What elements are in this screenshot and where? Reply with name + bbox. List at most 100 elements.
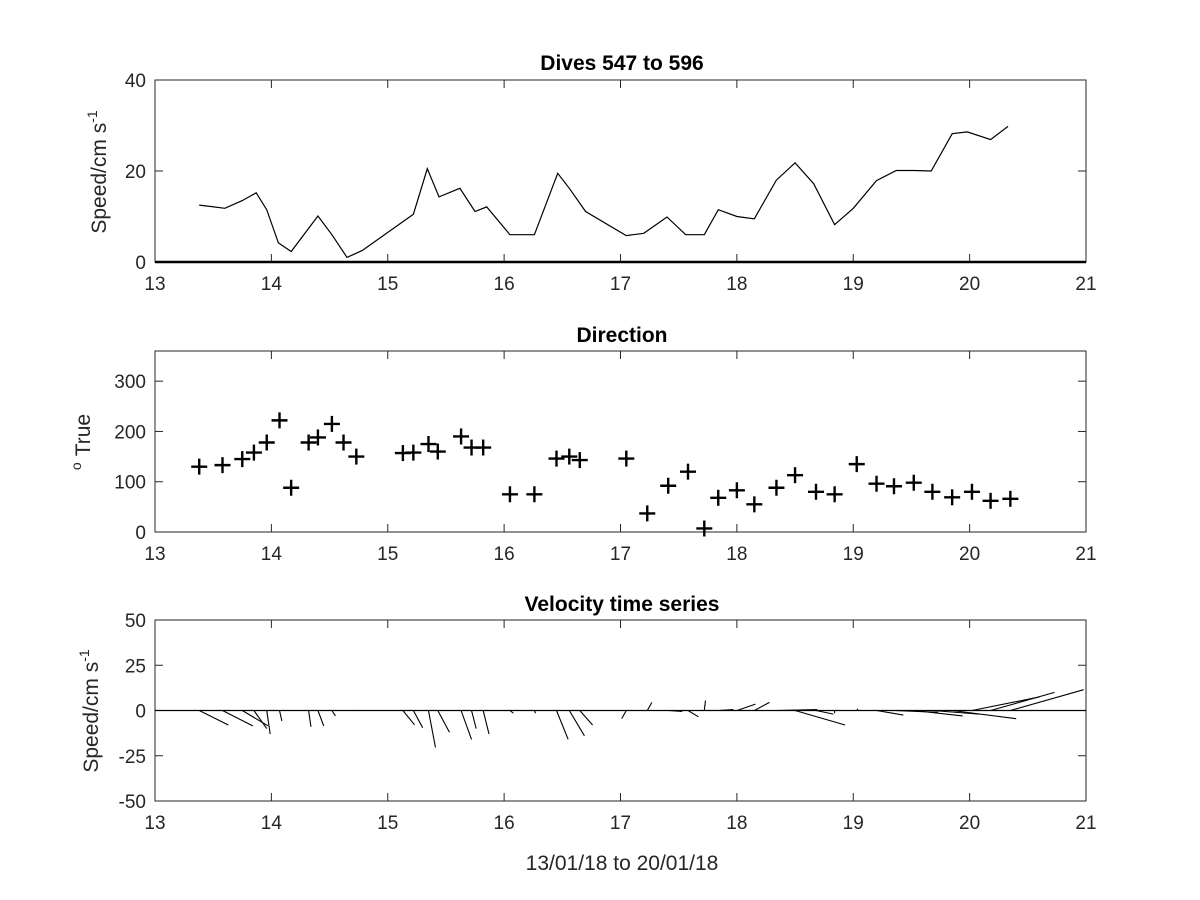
velocity-velocity-stick [317,710,325,727]
velocity-velocity-stick [1010,689,1084,712]
direction-y-tick-label: 200 [114,422,146,443]
direction-data-point [885,478,902,495]
velocity-velocity-stick [555,710,569,740]
direction-data-point [660,477,677,494]
direction-x-tick-label: 15 [377,544,398,565]
direction-data-point [453,428,470,445]
speed-x-tick-label: 15 [377,274,398,295]
direction-data-point [420,436,437,453]
velocity-velocity-stick [308,710,312,727]
velocity-x-tick-label: 21 [1075,813,1096,834]
direction-data-point [826,486,843,503]
speed-x-tick-label: 21 [1075,274,1096,295]
direction-axes: Direction 13 14 15 16 17 18 19 20 21 0 100 200 300 o… [68,324,1097,565]
velocity-velocity-stick [776,709,818,712]
direction-x-tick-label: 19 [843,544,864,565]
velocity-velocity-stick [703,700,707,711]
speed-chart-title: Dives 547 to 596 [540,52,703,75]
direction-data-point [300,434,317,451]
x-axis-label: 13/01/18 to 20/01/18 [526,852,719,875]
direction-x-tick-label: 20 [959,544,980,565]
speed-plot-area: 13 14 15 16 17 18 19 20 21 0 20 40 [125,71,1097,295]
velocity-x-tick-label: 14 [261,813,283,834]
velocity-velocity-stick [266,710,271,735]
velocity-x-tick-label: 18 [726,813,747,834]
velocity-velocity-stick [718,709,734,712]
direction-data-point [283,479,300,496]
speed-y-axis-label-superscript: -1 [84,110,100,123]
speed-x-tick-label: 16 [494,274,515,295]
direction-data-point [561,448,578,465]
direction-data-point [323,415,340,432]
direction-data-point [696,520,713,537]
velocity-velocity-stick [222,710,254,727]
velocity-velocity-stick [736,703,756,712]
velocity-velocity-stick [668,709,683,712]
direction-data-point [787,467,804,484]
direction-x-tick-label: 16 [494,544,515,565]
direction-data-point [501,486,518,503]
direction-x-tick-label: 17 [610,544,631,565]
direction-y-tick-label: 300 [114,372,146,393]
velocity-velocity-stick [568,710,585,737]
direction-data-point [1002,490,1019,507]
velocity-velocity-stick [278,710,283,722]
speed-y-tick-label: 0 [135,253,146,274]
velocity-velocity-stick [460,710,473,740]
velocity-velocity-stick [331,710,336,717]
velocity-axes: Velocity time series 13 14 15 16 17 18 19 20 21 -… [76,593,1097,875]
direction-data-point [944,489,961,506]
speed-x-tick-label: 14 [261,274,283,295]
direction-data-point [234,451,251,468]
speed-x-tick-label: 13 [144,274,165,295]
direction-data-point [905,474,922,491]
direction-y-axis-label-text: True [72,414,95,456]
direction-data-point [548,450,565,467]
direction-data-point [848,456,865,473]
direction-data-point [335,434,352,451]
velocity-y-tick-label: 25 [125,656,146,677]
direction-y-axis-label-superscript: o [68,462,84,470]
direction-x-tick-label: 21 [1075,544,1096,565]
direction-x-tick-label: 18 [726,544,747,565]
velocity-y-tick-label: -25 [119,747,146,768]
velocity-velocity-stick [198,710,229,726]
velocity-velocity-stick [754,701,770,711]
speed-x-tick-label: 19 [843,274,864,295]
direction-data-point [728,482,745,499]
velocity-velocity-stick [471,710,477,729]
speed-y-tick-label: 20 [125,162,146,183]
velocity-velocity-stick [621,710,627,719]
velocity-chart-title: Velocity time series [525,593,720,616]
direction-data-point [405,444,422,461]
direction-data-point [429,443,446,460]
direction-data-point [245,444,262,461]
velocity-x-tick-label: 15 [377,813,398,834]
velocity-velocity-stick [402,710,415,726]
velocity-x-tick-label: 13 [144,813,165,834]
velocity-x-tick-label: 16 [494,813,515,834]
direction-data-point [191,458,208,475]
direction-data-point [768,479,785,496]
velocity-x-tick-label: 20 [959,813,980,834]
velocity-velocity-stick [482,710,490,735]
direction-data-point [639,505,656,522]
velocity-velocity-stick [533,710,537,714]
velocity-y-axis-label-text: Speed/cm s [80,662,103,773]
speed-series-line [199,125,1009,259]
velocity-velocity-stick [437,710,450,733]
direction-data-point [526,486,543,503]
direction-y-tick-label: 100 [114,473,146,494]
velocity-x-tick-label: 17 [610,813,631,834]
velocity-y-axis-label-superscript: -1 [76,649,92,662]
speed-x-tick-label: 20 [959,274,980,295]
velocity-plot-area: 13 14 15 16 17 18 19 20 21 -50 -25 0 25 50 [119,611,1097,834]
velocity-velocity-stick [913,709,963,717]
velocity-velocity-stick [876,709,904,716]
speed-x-tick-label: 17 [610,274,631,295]
direction-data-point [475,439,492,456]
direction-data-point [963,483,980,500]
velocity-velocity-stick [990,691,1055,712]
